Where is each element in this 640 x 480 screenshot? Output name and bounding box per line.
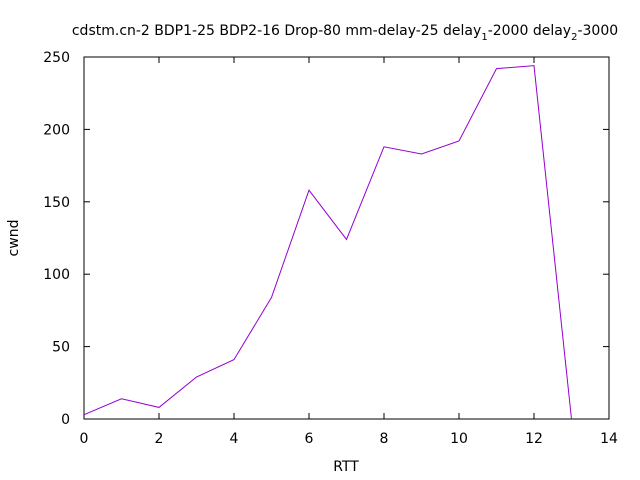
x-tick-label-0: 0 xyxy=(80,431,89,447)
x-tick-label-1: 2 xyxy=(155,431,164,447)
y-tick-label-1: 50 xyxy=(52,340,70,356)
x-tick-label-7: 14 xyxy=(600,431,618,447)
x-axis-label: RTT xyxy=(333,459,359,475)
x-tick-label-2: 4 xyxy=(230,431,239,447)
series-line-0 xyxy=(83,65,572,420)
x-tick-label-6: 12 xyxy=(525,431,543,447)
axis-ticks: 0 2 4 6 8 10 12 14 0 50 100 150 200 250 xyxy=(43,50,618,447)
y-tick-label-5: 250 xyxy=(43,50,70,66)
x-tick-label-3: 6 xyxy=(305,431,314,447)
y-axis-label: cwnd xyxy=(6,220,22,257)
chart-title: cdstm.cn-2 BDP1-25 BDP2-16 Drop-80 mm-de… xyxy=(72,23,618,43)
y-tick-label-3: 150 xyxy=(43,195,70,211)
series-layer xyxy=(83,65,572,420)
y-tick-label-4: 200 xyxy=(43,122,70,138)
plot-frame xyxy=(83,56,610,420)
y-tick-label-0: 0 xyxy=(61,412,70,428)
x-tick-label-4: 8 xyxy=(380,431,389,447)
y-tick-label-2: 100 xyxy=(43,267,70,283)
x-tick-label-5: 10 xyxy=(450,431,468,447)
